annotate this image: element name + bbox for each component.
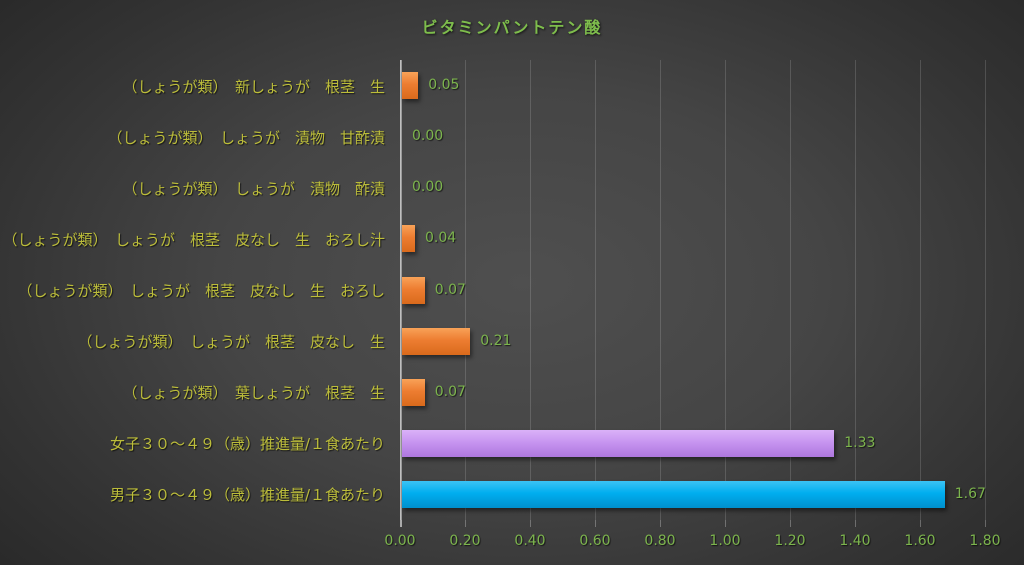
x-axis-tick-label: 0.60 bbox=[579, 533, 611, 549]
x-axis-tick-label: 1.80 bbox=[969, 533, 1001, 549]
value-label: 0.00 bbox=[412, 128, 444, 145]
chart-title: ビタミンパントテン酸 bbox=[421, 18, 603, 37]
category-label: （しょうが類） しょうが 根茎 皮なし 生 おろし汁 bbox=[2, 230, 385, 249]
value-label: 0.07 bbox=[434, 383, 466, 400]
value-label: 1.33 bbox=[844, 434, 876, 451]
axis-tick-mark bbox=[920, 520, 921, 527]
value-label: 1.67 bbox=[954, 485, 986, 502]
bar-purple bbox=[402, 429, 835, 457]
x-axis-tick-label: 0.80 bbox=[644, 533, 676, 549]
category-label: 男子３０～４９（歳）推進量/１食あたり bbox=[109, 486, 385, 505]
x-axis-tick-label: 1.00 bbox=[709, 533, 741, 549]
gridline bbox=[855, 60, 856, 520]
value-axis: 0.00 0.20 0.40 0.60 0.80 1.00 1.20 1.40 1.60 1.80 bbox=[0, 533, 1024, 555]
gridline bbox=[725, 60, 726, 520]
value-label: 0.07 bbox=[434, 281, 466, 298]
plot-area: 0.05 0.00 0.00 0.04 0.07 0.21 0.07 1.33 1.67 bbox=[400, 60, 1012, 527]
category-label: （しょうが類） 葉しょうが 根茎 生 bbox=[122, 384, 385, 403]
axis-tick-mark bbox=[725, 520, 726, 527]
axis-tick-mark bbox=[855, 520, 856, 527]
gridline bbox=[985, 60, 986, 520]
bar-orange bbox=[402, 327, 471, 355]
category-label: （しょうが類） しょうが 漬物 甘酢漬 bbox=[107, 128, 385, 147]
axis-tick-mark bbox=[400, 520, 402, 527]
x-axis-tick-label: 1.40 bbox=[839, 533, 871, 549]
axis-tick-mark bbox=[985, 520, 986, 527]
gridline bbox=[465, 60, 466, 520]
bar-orange bbox=[402, 72, 419, 100]
gridline bbox=[920, 60, 921, 520]
category-label: （しょうが類） しょうが 根茎 皮なし 生 おろし bbox=[17, 282, 385, 300]
category-label: （しょうが類） しょうが 根茎 皮なし 生 bbox=[77, 333, 385, 352]
x-axis-tick-label: 0.20 bbox=[449, 533, 481, 549]
value-label: 0.00 bbox=[412, 179, 444, 196]
x-axis-tick-label: 0.00 bbox=[384, 533, 416, 549]
bar-blue bbox=[402, 480, 945, 508]
bar-orange bbox=[402, 378, 425, 406]
value-label: 0.04 bbox=[425, 230, 457, 247]
gridline bbox=[790, 60, 791, 520]
x-axis-tick-label: 1.20 bbox=[774, 533, 806, 549]
category-label: 女子３０～４９（歳）推進量/１食あたり bbox=[109, 435, 385, 454]
axis-tick-mark bbox=[530, 520, 531, 527]
value-label: 0.05 bbox=[428, 77, 460, 94]
bar-orange bbox=[402, 225, 415, 253]
axis-tick-mark bbox=[790, 520, 791, 527]
bar-orange bbox=[402, 276, 425, 304]
axis-tick-mark bbox=[595, 520, 596, 527]
axis-tick-mark bbox=[465, 520, 466, 527]
category-label: （しょうが類） しょうが 漬物 酢漬 bbox=[122, 179, 385, 198]
x-axis-tick-label: 1.60 bbox=[904, 533, 936, 549]
x-axis-tick-label: 0.40 bbox=[514, 533, 546, 549]
axis-tick-mark bbox=[660, 520, 661, 527]
y-axis-line bbox=[400, 60, 402, 520]
gridline bbox=[530, 60, 531, 520]
gridline bbox=[660, 60, 661, 520]
value-label: 0.21 bbox=[480, 332, 512, 349]
category-label: （しょうが類） 新しょうが 根茎 生 bbox=[122, 77, 385, 96]
gridline bbox=[595, 60, 596, 520]
category-axis: （しょうが類） 新しょうが 根茎 生 （しょうが類） しょうが 漬物 甘酢漬 （しょ… bbox=[0, 60, 392, 520]
